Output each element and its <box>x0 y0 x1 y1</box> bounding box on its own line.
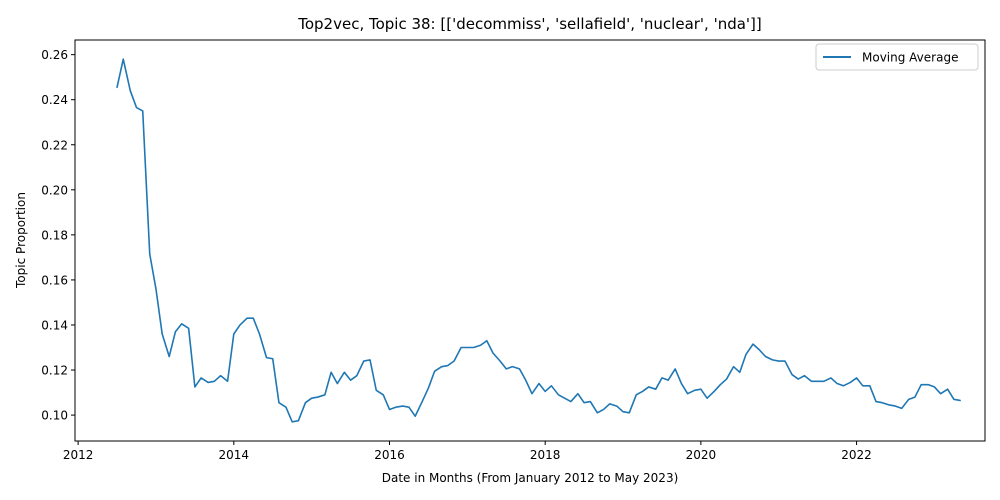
y-axis-title: Topic Proportion <box>14 192 28 289</box>
series-layer <box>116 58 961 423</box>
y-tick-label: 0.24 <box>41 93 68 107</box>
y-tick-label: 0.10 <box>41 409 68 423</box>
legend-box <box>815 43 979 71</box>
y-tick-label: 0.20 <box>41 183 68 197</box>
y-tick-label: 0.22 <box>41 138 68 152</box>
y-tick-label: 0.16 <box>41 273 68 287</box>
legend: Moving Average <box>815 43 979 71</box>
chart-title: Top2vec, Topic 38: [['decommiss', 'sella… <box>297 15 762 33</box>
x-tick-label: 2018 <box>530 448 561 462</box>
x-tick-label: 2020 <box>686 448 717 462</box>
x-tick-label: 2012 <box>63 448 94 462</box>
x-tick-label: 2014 <box>219 448 250 462</box>
plot-area <box>74 39 986 442</box>
y-tick-label: 0.18 <box>41 228 68 242</box>
series-line-moving-average <box>116 58 961 423</box>
x-axis: 2012 2014 2016 2018 2020 2022 <box>63 441 872 462</box>
y-tick-label: 0.12 <box>41 364 68 378</box>
y-axis: 0.10 0.12 0.14 0.16 0.18 0.20 0.22 0.24 0.26 <box>41 48 75 423</box>
plot-frame <box>74 39 986 442</box>
x-axis-title: Date in Months (From January 2012 to May… <box>382 471 679 485</box>
x-tick-label: 2022 <box>841 448 872 462</box>
x-tick-label: 2016 <box>374 448 405 462</box>
y-tick-label: 0.26 <box>41 48 68 62</box>
legend-label-moving-average: Moving Average <box>862 51 958 65</box>
y-tick-label: 0.14 <box>41 318 68 332</box>
